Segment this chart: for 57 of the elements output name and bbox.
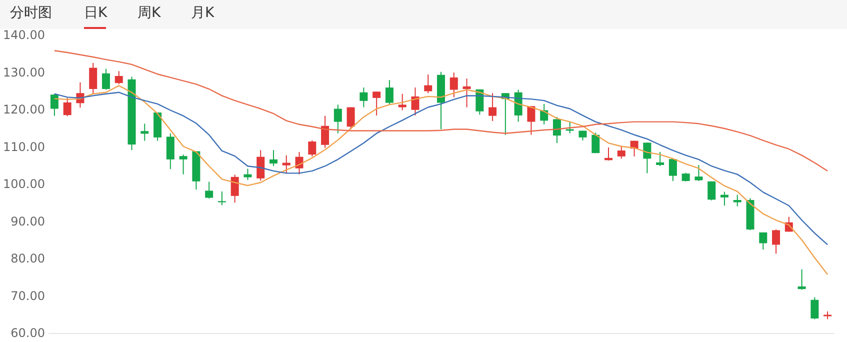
candlestick bbox=[102, 68, 110, 90]
y-tick-label: 100.00 bbox=[3, 177, 45, 191]
candlestick bbox=[282, 154, 290, 174]
candlestick bbox=[411, 87, 420, 116]
candlestick bbox=[810, 296, 819, 320]
candlestick bbox=[385, 80, 394, 106]
candlestick bbox=[63, 97, 72, 117]
text: 分时图 bbox=[10, 5, 52, 21]
y-tick-label: 120.00 bbox=[3, 102, 45, 116]
candlestick bbox=[759, 232, 768, 250]
y-tick-label: 130.00 bbox=[3, 65, 45, 80]
y-tick-label: 60.00 bbox=[10, 326, 45, 340]
candlestick bbox=[244, 168, 252, 180]
candlestick bbox=[256, 150, 265, 182]
candlestick bbox=[720, 191, 728, 206]
candlestick bbox=[89, 62, 98, 94]
candlestick bbox=[798, 268, 806, 290]
candlestick bbox=[140, 123, 149, 142]
candlestick bbox=[205, 181, 214, 200]
candlestick bbox=[230, 174, 239, 204]
candlestick bbox=[668, 158, 677, 182]
candlestick bbox=[772, 228, 780, 254]
y-tick-label: 140.00 bbox=[3, 28, 45, 42]
y-tick-label: 80.00 bbox=[10, 252, 45, 266]
candlestick bbox=[527, 106, 536, 136]
candlestick bbox=[450, 72, 458, 98]
candlestick bbox=[269, 150, 278, 167]
y-tick-label: 90.00 bbox=[10, 214, 45, 228]
candlestick bbox=[308, 140, 316, 157]
candlestick bbox=[179, 154, 188, 175]
candlestick bbox=[617, 145, 626, 160]
y-tick-label: 70.00 bbox=[10, 288, 45, 303]
candlestick bbox=[114, 70, 123, 85]
y-tick-label: 110.00 bbox=[3, 140, 45, 154]
text: 日K bbox=[84, 5, 108, 21]
candlestick bbox=[462, 78, 471, 108]
candlestick bbox=[166, 132, 174, 170]
candlestick bbox=[488, 92, 497, 122]
candlestick bbox=[708, 180, 716, 201]
candlestick bbox=[694, 164, 703, 182]
candlestick bbox=[360, 87, 368, 108]
candlestick bbox=[578, 130, 587, 141]
candlestick bbox=[424, 74, 432, 94]
candlestick bbox=[372, 91, 381, 116]
text: 月K bbox=[191, 5, 215, 21]
candlestick bbox=[592, 132, 600, 154]
candlestick bbox=[321, 115, 330, 148]
candlestick bbox=[218, 190, 226, 206]
candlestick bbox=[643, 142, 652, 174]
line-series bbox=[54, 50, 828, 172]
candlestick bbox=[334, 104, 342, 134]
candlestick bbox=[398, 93, 406, 111]
candlestick bbox=[566, 121, 574, 134]
candlestick bbox=[733, 194, 742, 207]
candlestick bbox=[656, 151, 664, 167]
candlestick bbox=[50, 93, 58, 116]
text: 周K bbox=[138, 5, 162, 21]
